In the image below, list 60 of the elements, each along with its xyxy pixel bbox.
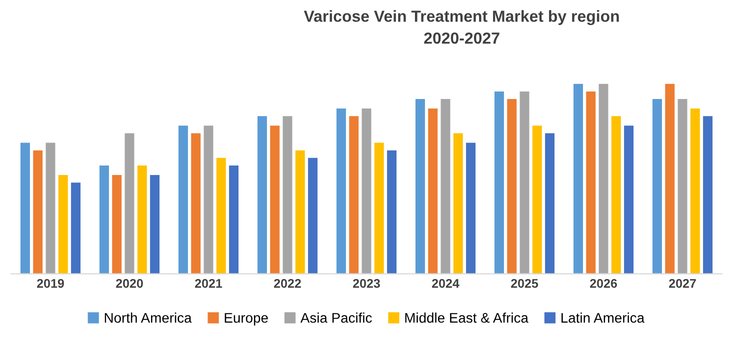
legend-label: Europe (224, 313, 268, 326)
bar (191, 133, 201, 274)
bar (678, 99, 688, 274)
bar (494, 91, 504, 274)
bar (507, 99, 517, 274)
bar (336, 108, 346, 274)
x-tick-label: 2027 (669, 278, 696, 288)
bar (598, 84, 608, 274)
chart-title: Varicose Vein Treatment Market by region 2020-2027 (304, 10, 619, 44)
bar (703, 116, 713, 274)
bar (308, 158, 318, 274)
bar (349, 116, 359, 274)
bar (71, 182, 81, 274)
legend-label: Middle East & Africa (405, 312, 528, 323)
bar (137, 166, 147, 274)
bar (295, 150, 305, 274)
bar (282, 116, 292, 274)
bar (573, 84, 583, 274)
bar (545, 133, 555, 274)
bar (216, 158, 226, 274)
bar (652, 99, 662, 274)
bar (270, 126, 280, 274)
x-tick-label: 2026 (590, 278, 617, 288)
bar (611, 116, 621, 274)
x-tick-label: 2019 (37, 278, 64, 288)
bar (586, 91, 596, 274)
bar (374, 142, 384, 274)
x-tick-label: 2025 (511, 278, 538, 288)
x-tick-label: 2024 (432, 278, 460, 288)
bar (532, 126, 542, 274)
bar (257, 116, 267, 274)
bar (453, 133, 463, 274)
bar (415, 99, 425, 274)
x-tick-label: 2020 (116, 278, 143, 288)
legend-label: North America (104, 312, 192, 323)
x-tick-label: 2023 (353, 278, 380, 288)
bar (112, 175, 122, 274)
bar (440, 99, 450, 274)
bar (204, 126, 214, 274)
bar (178, 126, 188, 274)
bar (665, 84, 675, 274)
bar (99, 166, 109, 274)
bar (362, 108, 372, 274)
x-tick-label: 2022 (274, 278, 301, 288)
bar (624, 126, 634, 274)
bar (229, 166, 239, 274)
bar (124, 133, 134, 274)
bar (466, 142, 476, 274)
bar (58, 175, 68, 274)
bar (428, 108, 438, 274)
legend-label: Latin America (562, 312, 645, 323)
bar (33, 150, 43, 274)
bar (150, 175, 160, 274)
bar (46, 142, 56, 274)
bar (690, 108, 700, 274)
legend-label: Asia Pacific (300, 312, 372, 323)
bar (20, 142, 30, 274)
bar (520, 91, 530, 274)
bar (387, 150, 397, 274)
x-tick-label: 2021 (195, 278, 222, 288)
